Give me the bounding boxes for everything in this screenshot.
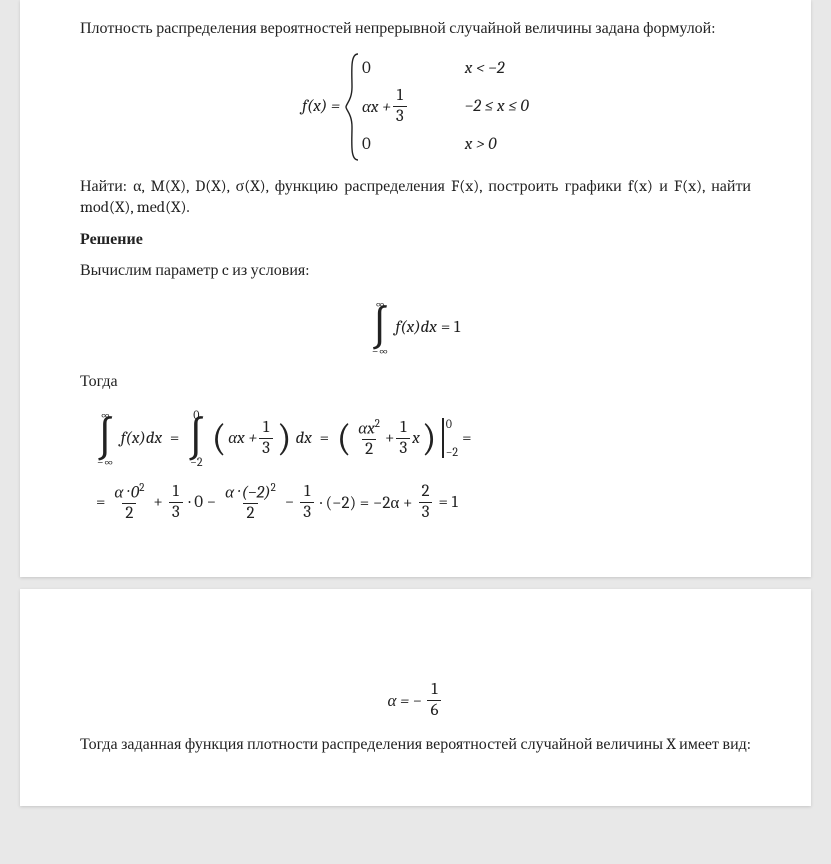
eq-chain-line1: ∞ ∫ −∞ f(x)dx = 0 ∫ −2 ( αx + 1 3 — [80, 405, 751, 468]
piece-cond-1: −2 ≤ x ≤ 0 — [465, 97, 529, 116]
eval-bar: 0 −2 — [440, 418, 458, 458]
then-word: Тогда — [80, 371, 751, 393]
then2-paragraph: Тогда заданная функция плотности распред… — [80, 734, 751, 756]
intro-paragraph: Плотность распределения вероятностей неп… — [80, 18, 751, 40]
solution-heading: Решение — [80, 229, 751, 251]
page-1: Плотность распределения вероятностей неп… — [20, 0, 811, 577]
eq-alpha: α = − 1 6 — [80, 681, 751, 720]
piecewise-lhs: f(x) = — [302, 97, 340, 116]
piece-expr-0: 0 — [362, 59, 371, 78]
piecewise-definition: f(x) = 0 x < −2 αx + 1 3 −2 ≤ x ≤ 0 — [80, 52, 751, 162]
page-2: α = − 1 6 Тогда заданная функция плотнос… — [20, 589, 811, 805]
integral-symbol: ∞ ∫ −∞ — [371, 298, 390, 357]
piece-cond-0: x < −2 — [465, 59, 505, 78]
piece-expr-2: 0 — [362, 135, 371, 154]
compute-c-paragraph: Вычислим параметр c из условия: — [80, 260, 751, 282]
integrand-paren: ( αx + 1 3 ) — [212, 419, 292, 458]
find-paragraph: Найти: α, M(X), D(X), σ(X), функцию расп… — [80, 176, 751, 219]
piece-cond-2: x > 0 — [465, 135, 497, 154]
eq-norm-integrand: f(x)dx — [396, 318, 437, 337]
piece-expr-1a: αx + — [362, 97, 391, 117]
piece-expr-1-frac: 1 3 — [393, 87, 407, 126]
left-brace-icon — [344, 52, 362, 162]
eq-norm-rhs: = 1 — [441, 318, 460, 337]
int2: 0 ∫ −2 — [187, 409, 206, 468]
int1: ∞ ∫ −∞ — [96, 409, 115, 468]
eq-normalization: ∞ ∫ −∞ f(x)dx = 1 — [80, 294, 751, 357]
antideriv-paren: ( αx2 2 + 1 3 x ) — [337, 418, 437, 459]
eq-chain-line2: = α · 02 2 + 1 3 · 0 − α · (−2)2 2 − 1 3… — [80, 482, 751, 523]
